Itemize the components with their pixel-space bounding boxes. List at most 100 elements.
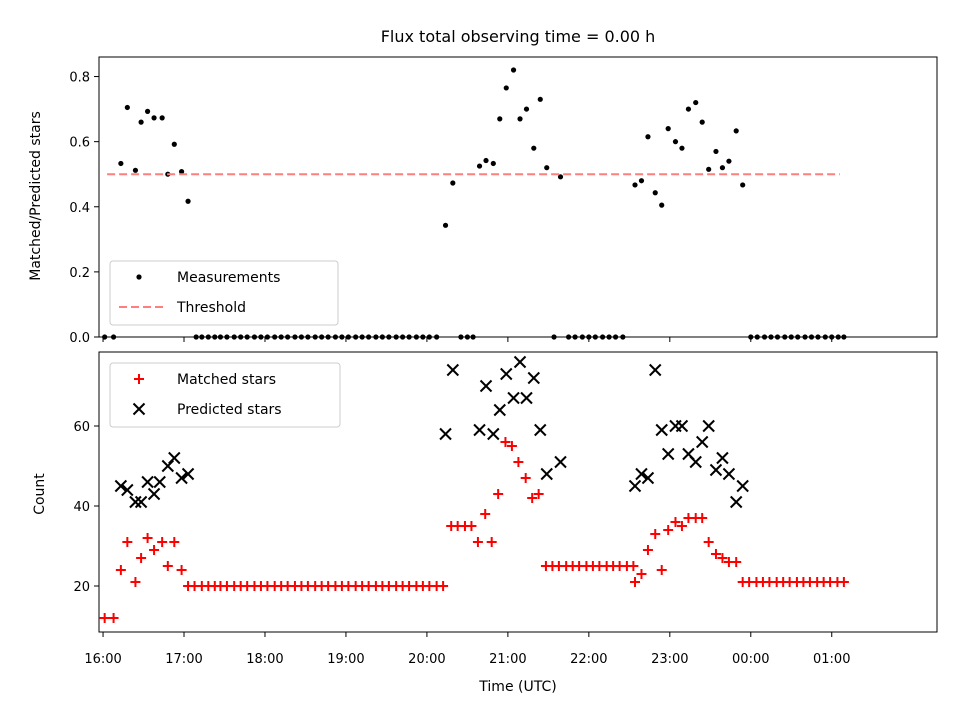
data-point [544, 165, 550, 171]
data-point [476, 163, 483, 169]
data-point [138, 119, 144, 125]
data-point [134, 495, 148, 509]
data-point [497, 116, 503, 122]
data-point [136, 553, 147, 563]
data-point [185, 198, 191, 204]
data-point [472, 537, 483, 547]
data-point [659, 202, 665, 208]
data-point [661, 447, 675, 461]
legend-label: Threshold [176, 300, 246, 316]
legend-label: Measurements [177, 270, 280, 286]
data-point [517, 116, 523, 122]
data-point [636, 569, 647, 579]
legend-marker [134, 374, 144, 384]
data-point [838, 577, 849, 587]
data-point [689, 455, 702, 469]
data-point [557, 174, 564, 180]
data-point [635, 467, 648, 481]
data-point [130, 577, 141, 587]
data-point [438, 581, 449, 591]
legend: Matched stars Predicted stars [109, 362, 341, 428]
data-point [665, 126, 671, 132]
legend-label: Predicted stars [177, 402, 282, 418]
data-point [181, 467, 195, 481]
data-point [506, 441, 517, 451]
legend-item: Matched stars [134, 372, 276, 388]
y-tick-label: 40 [73, 500, 90, 515]
legend-box [109, 260, 339, 326]
y-tick-label: 20 [73, 580, 90, 595]
data-point [480, 509, 491, 519]
data-point [115, 565, 126, 575]
x-tick-label: 21:00 [489, 652, 526, 667]
data-point [513, 355, 527, 369]
data-point [685, 106, 692, 112]
data-point [710, 549, 721, 559]
data-point [531, 145, 537, 151]
series-predicted-stars [114, 355, 749, 509]
data-point [503, 85, 509, 91]
data-point [709, 463, 723, 477]
x-tick-label: 22:00 [570, 652, 607, 667]
data-point [641, 471, 655, 485]
data-point [736, 479, 749, 493]
data-point [176, 565, 187, 575]
data-point [483, 157, 489, 164]
bottom-panel: 16:00 17:00 18:00 19:00 20:00 21:00 22:00 23:00… [73, 351, 938, 667]
data-point [670, 517, 681, 527]
data-point [733, 128, 739, 134]
data-point [162, 561, 173, 571]
data-point [147, 487, 161, 501]
data-point [466, 521, 477, 531]
legend-item: Threshold [119, 300, 246, 316]
x-tick-label: 18:00 [246, 652, 283, 667]
x-tick-label: 20:00 [408, 652, 445, 667]
data-point [638, 178, 645, 184]
data-point [520, 391, 533, 405]
data-point [108, 613, 119, 623]
data-point [722, 467, 736, 481]
data-point [486, 537, 497, 547]
legend-item: Predicted stars [132, 402, 282, 418]
data-point [675, 419, 689, 433]
data-point [652, 190, 658, 196]
data-point [439, 427, 452, 441]
y-tick-label: 0.6 [69, 136, 90, 151]
data-point [520, 473, 531, 483]
data-point [442, 222, 449, 228]
data-point [629, 577, 640, 587]
legend-label: Matched stars [177, 372, 276, 388]
data-point [168, 451, 181, 465]
x-tick-label: 17:00 [165, 652, 202, 667]
data-point [446, 363, 460, 377]
x-tick-label: 00:00 [732, 652, 769, 667]
data-point [129, 495, 142, 509]
data-point [124, 104, 130, 111]
data-point [672, 139, 679, 145]
data-point [699, 119, 705, 125]
data-point [122, 537, 133, 547]
legend-marker [136, 274, 142, 280]
data-point [493, 403, 506, 417]
data-point [513, 457, 524, 467]
data-point [731, 557, 742, 567]
data-point [507, 391, 520, 405]
data-point [537, 96, 543, 102]
data-point [628, 479, 642, 493]
data-point [729, 495, 743, 509]
y-tick-label: 0.4 [69, 201, 90, 216]
data-point [527, 493, 538, 503]
top-y-axis-label: Matched/Predicted stars [28, 111, 44, 281]
data-point [534, 423, 547, 437]
legend-box [109, 362, 341, 428]
data-point [693, 99, 699, 106]
x-tick-label: 16:00 [84, 652, 121, 667]
data-point [99, 613, 110, 623]
data-point [493, 489, 504, 499]
data-point [676, 521, 687, 531]
data-point [632, 182, 638, 188]
data-point [118, 160, 124, 167]
data-point [740, 182, 746, 188]
data-point [121, 483, 134, 497]
